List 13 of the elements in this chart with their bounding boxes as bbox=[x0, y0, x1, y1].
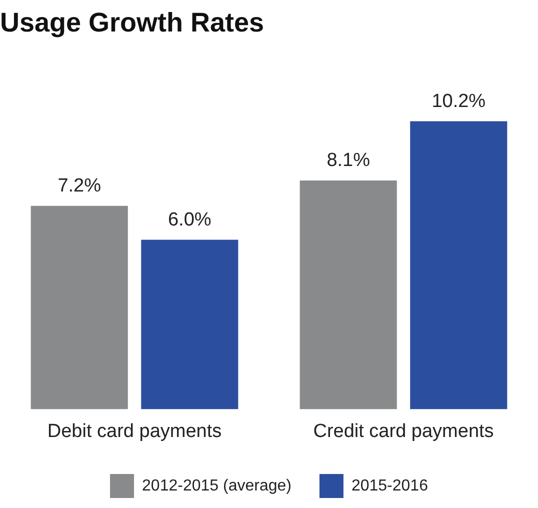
bar bbox=[141, 240, 238, 410]
x-tick-label: Credit card payments bbox=[313, 420, 494, 442]
data-label: 7.2% bbox=[58, 176, 102, 197]
data-label: 8.1% bbox=[326, 150, 370, 172]
bar bbox=[30, 206, 128, 410]
bar bbox=[410, 121, 508, 410]
data-label: 6.0% bbox=[168, 210, 212, 231]
x-tick-label: Debit card payments bbox=[47, 420, 222, 442]
data-label: 10.2% bbox=[432, 90, 486, 112]
bar bbox=[300, 180, 397, 410]
chart-title: Usage Growth Rates bbox=[0, 8, 264, 38]
legend-label: 2012-2015 (average) bbox=[142, 477, 292, 494]
legend-label: 2015-2016 bbox=[351, 477, 428, 494]
